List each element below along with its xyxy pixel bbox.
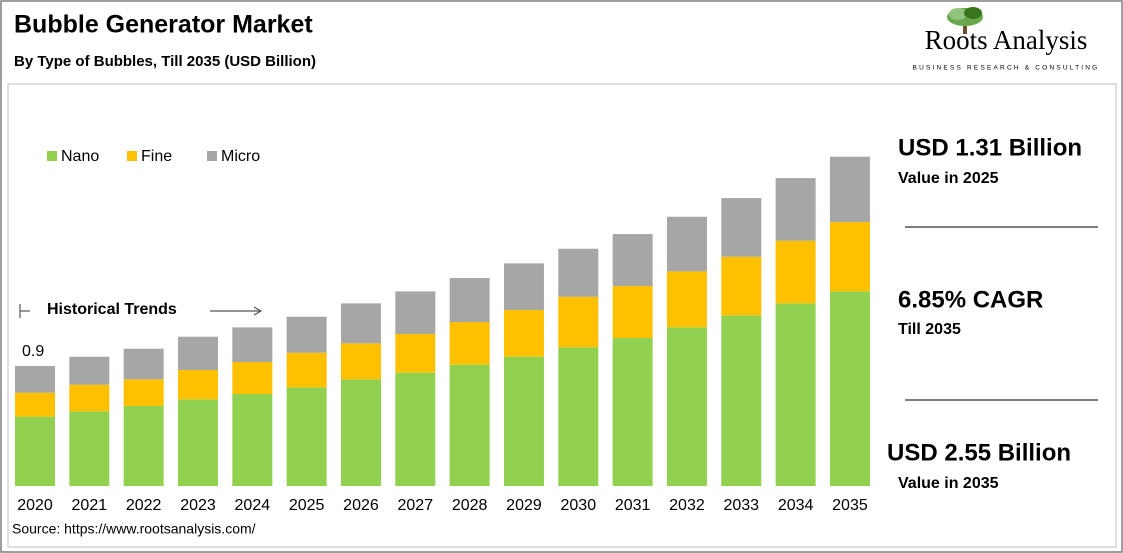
x-tick-label: 2034 — [778, 497, 814, 514]
total-label: 0.9 — [22, 343, 44, 360]
highlight-label: Value in 2035 — [898, 475, 999, 492]
bar-segment — [829, 156, 870, 223]
bar-segment — [340, 379, 381, 486]
highlight-value: USD 2.55 Billion — [887, 439, 1071, 466]
bar-segment — [666, 327, 707, 486]
highlight-value: 6.85% CAGR — [898, 286, 1043, 313]
x-tick-label: 2032 — [669, 497, 705, 514]
bar-segment — [449, 278, 490, 323]
bar-segment — [286, 316, 327, 353]
legend-label: Micro — [221, 148, 260, 165]
x-tick-label: 2035 — [832, 497, 868, 514]
bar-segment — [503, 310, 544, 357]
bar-segment — [232, 394, 273, 486]
x-tick-label: 2022 — [126, 497, 162, 514]
legend-swatch — [207, 151, 217, 161]
bar-segment — [340, 303, 381, 344]
bar-segment — [395, 372, 436, 486]
bar-segment — [340, 343, 381, 380]
x-tick-label: 2027 — [398, 497, 434, 514]
bar-segment — [558, 248, 599, 297]
bar-segment — [123, 406, 164, 486]
bar-segment — [503, 356, 544, 486]
x-tick-label: 2023 — [180, 497, 216, 514]
source: Source: https://www.rootsanalysis.com/ — [12, 521, 256, 537]
bar-segment — [15, 392, 55, 417]
bar-segment — [449, 322, 490, 365]
x-tick-label: 2029 — [506, 497, 542, 514]
bar-segment — [286, 387, 327, 486]
bar-segment — [232, 327, 273, 363]
legend-swatch — [47, 151, 57, 161]
bar-segment — [15, 366, 55, 393]
bar-segment — [123, 379, 164, 407]
legend-label: Fine — [141, 148, 172, 165]
bar-segment — [395, 291, 436, 335]
x-tick-label: 2026 — [343, 497, 379, 514]
bar-segment — [775, 240, 816, 304]
bar-segment — [15, 416, 55, 486]
bar-segment — [232, 362, 273, 395]
logo-tagline: BUSINESS RESEARCH & CONSULTING — [913, 65, 1100, 72]
logo-tree — [947, 7, 983, 34]
bar-segment — [286, 352, 327, 388]
bar-segment — [69, 384, 110, 412]
bar-segment — [666, 216, 707, 272]
bar-segment — [775, 178, 816, 241]
logo-name: Roots Analysis — [925, 25, 1088, 55]
bar-segment — [558, 296, 599, 348]
highlight-value: USD 1.31 Billion — [898, 134, 1082, 161]
bar-segment — [558, 347, 599, 486]
bar-segment — [775, 303, 816, 486]
x-tick-label: 2031 — [615, 497, 651, 514]
bar-segment — [449, 364, 490, 486]
bar-segment — [829, 291, 870, 486]
bar-segment — [395, 334, 436, 373]
bar-segment — [69, 356, 110, 385]
bar-segment — [177, 399, 218, 486]
bar-segment — [721, 198, 762, 257]
chart-frame — [7, 83, 1117, 548]
x-tick-label: 2028 — [452, 497, 488, 514]
x-tick-label: 2033 — [723, 497, 759, 514]
x-tick-label: 2020 — [17, 497, 53, 514]
bar-segment — [177, 370, 218, 400]
legend-swatch — [127, 151, 137, 161]
bar-segment — [721, 256, 762, 316]
chart-title: Bubble Generator Market — [14, 11, 313, 39]
bar-segment — [123, 348, 164, 380]
x-tick-label: 2021 — [72, 497, 108, 514]
bar-segment — [177, 336, 218, 371]
bar-segment — [612, 286, 653, 339]
bar-segment — [666, 271, 707, 328]
x-tick-label: 2030 — [561, 497, 597, 514]
bar-segment — [829, 222, 870, 292]
legend-label: Nano — [61, 148, 99, 165]
historical-arrow — [19, 304, 263, 318]
bar-segment — [612, 234, 653, 287]
highlight-label: Till 2035 — [898, 321, 961, 338]
x-tick-label: 2024 — [235, 497, 271, 514]
x-tick-label: 2025 — [289, 497, 325, 514]
chart-subtitle: By Type of Bubbles, Till 2035 (USD Billi… — [14, 53, 316, 70]
bar-segment — [612, 338, 653, 486]
bar-segment — [69, 411, 110, 486]
highlight-label: Value in 2025 — [898, 170, 999, 187]
historical-label: Historical Trends — [47, 301, 177, 318]
bar-segment — [503, 263, 544, 311]
bar-segment — [721, 315, 762, 486]
